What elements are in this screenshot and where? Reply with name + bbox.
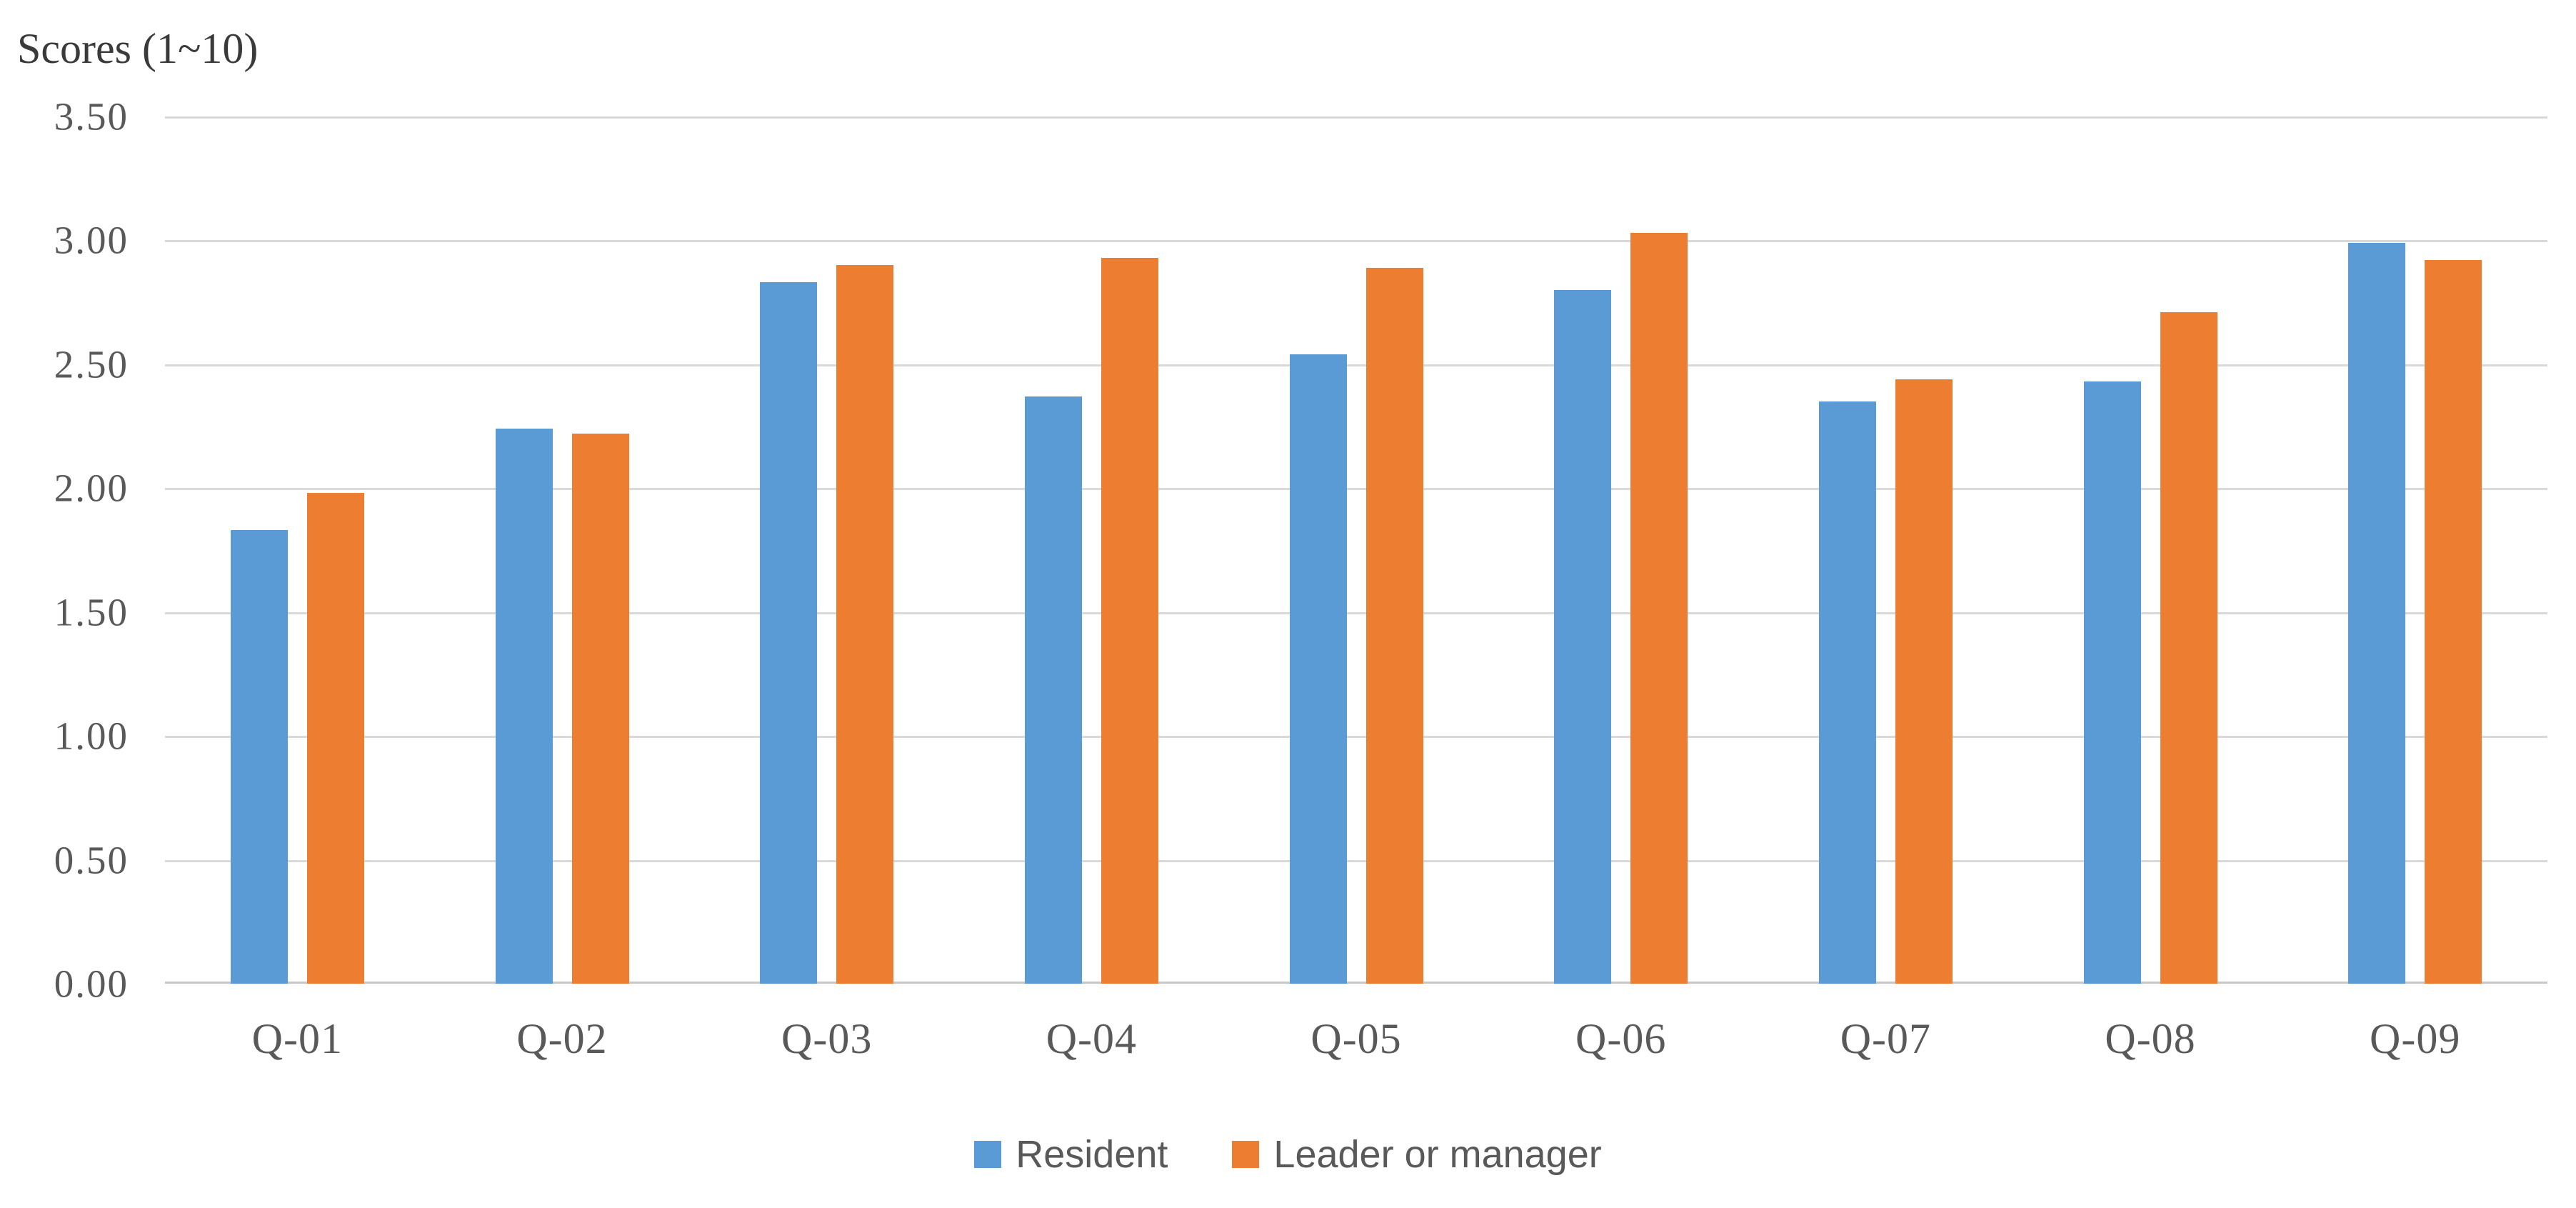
gridline-1-50: [165, 612, 2547, 614]
gridline-3-50: [165, 116, 2547, 119]
bar-leader-q03: [836, 265, 894, 984]
bar-leader-q09: [2425, 260, 2482, 984]
bar-leader-q07: [1895, 379, 1953, 984]
gridline-2-00: [165, 488, 2547, 491]
chart-title: Scores (1~10): [17, 25, 259, 72]
y-tick-3-00: 3.00: [54, 218, 129, 262]
bar-resident-q02: [495, 429, 553, 984]
bars-layer: [165, 116, 2547, 984]
legend-label-leader: Leader or manager: [1273, 1133, 1602, 1176]
y-tick-0-50: 0.50: [54, 838, 129, 882]
bar-leader-q06: [1630, 233, 1688, 984]
y-tick-1-00: 1.00: [54, 714, 129, 758]
bar-resident-q03: [760, 282, 818, 984]
x-label-q09: Q-09: [2370, 1015, 2461, 1062]
x-label-q02: Q-02: [516, 1015, 608, 1062]
legend: Resident Leader or manager: [0, 1132, 2576, 1177]
bar-resident-q04: [1024, 396, 1082, 984]
bar-leader-q02: [571, 433, 629, 984]
gridline-0-50: [165, 859, 2547, 862]
category-slot-q01: [165, 116, 430, 984]
bar-leader-q05: [1365, 267, 1423, 984]
y-axis: 3.50 3.00 2.50 2.00 1.50 1.00 0.50 0.00: [0, 95, 129, 1006]
legend-item-resident: Resident: [974, 1132, 1168, 1177]
category-slot-q05: [1224, 116, 1489, 984]
category-slot-q04: [959, 116, 1224, 984]
plot-area: [165, 116, 2547, 984]
legend-swatch-resident-icon: [974, 1141, 1002, 1168]
category-slot-q02: [430, 116, 695, 984]
x-label-q08: Q-08: [2105, 1015, 2196, 1062]
bar-resident-q01: [230, 530, 288, 984]
bar-leader-q04: [1101, 257, 1158, 984]
gridline-2-50: [165, 364, 2547, 366]
x-label-q01: Q-01: [251, 1015, 343, 1062]
gridline-1-00: [165, 736, 2547, 739]
y-tick-2-50: 2.50: [54, 342, 129, 386]
y-tick-3-50: 3.50: [54, 94, 129, 139]
x-label-q07: Q-07: [1840, 1015, 1932, 1062]
category-slot-q09: [2282, 116, 2547, 984]
x-label-q03: Q-03: [781, 1015, 873, 1062]
category-slot-q06: [1488, 116, 1753, 984]
bar-resident-q09: [2348, 242, 2406, 984]
y-tick-2-00: 2.00: [54, 466, 129, 510]
legend-label-resident: Resident: [1016, 1133, 1168, 1176]
category-slot-q07: [1753, 116, 2018, 984]
bar-resident-q08: [2083, 381, 2141, 984]
bar-leader-q01: [306, 493, 364, 984]
bar-leader-q08: [2160, 312, 2217, 984]
x-label-q05: Q-05: [1310, 1015, 1402, 1062]
legend-swatch-leader-icon: [1232, 1141, 1260, 1168]
bar-resident-q07: [1818, 401, 1876, 984]
legend-item-leader: Leader or manager: [1232, 1132, 1602, 1177]
y-tick-0-00: 0.00: [54, 962, 129, 1006]
bar-resident-q06: [1554, 289, 1612, 984]
category-slot-q08: [2018, 116, 2283, 984]
category-slot-q03: [694, 116, 959, 984]
bar-resident-q05: [1289, 354, 1347, 984]
x-axis: Q-01 Q-02 Q-03 Q-04 Q-05 Q-06 Q-07 Q-08 …: [165, 1014, 2547, 1064]
x-axis-line: [165, 982, 2547, 984]
x-label-q06: Q-06: [1575, 1015, 1667, 1062]
gridline-3-00: [165, 240, 2547, 243]
y-tick-1-50: 1.50: [54, 590, 129, 634]
x-label-q04: Q-04: [1046, 1015, 1137, 1062]
